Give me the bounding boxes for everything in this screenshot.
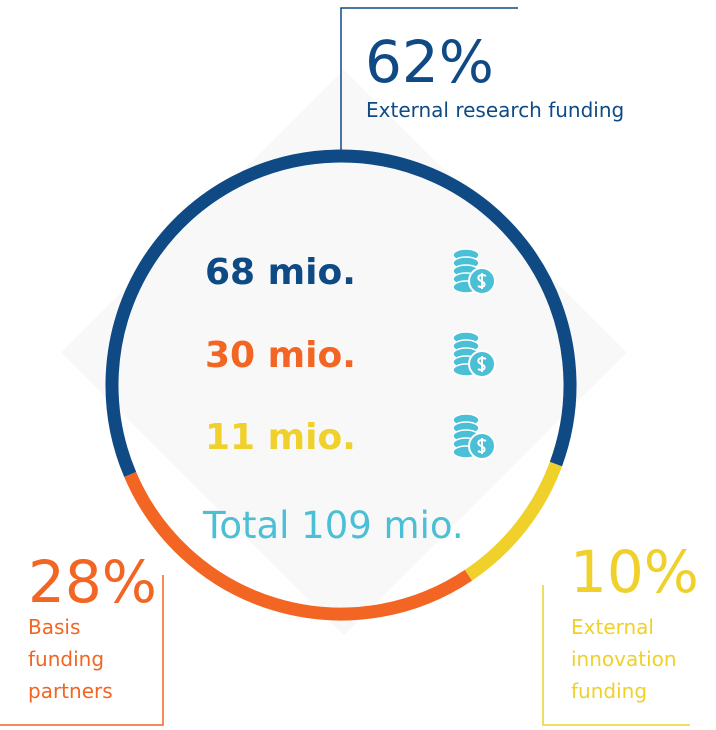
dollar-sign <box>477 438 487 454</box>
percent-label: 28% <box>28 548 157 616</box>
amount-label: 68 mio. <box>205 252 356 293</box>
category-label: External research funding <box>366 98 625 122</box>
coin-icon <box>452 331 496 378</box>
dollar-sign <box>477 356 487 372</box>
ring-segment <box>124 471 473 621</box>
category-label: External innovation funding <box>571 615 677 703</box>
ring-segment <box>464 461 563 581</box>
amount-label: 30 mio. <box>205 335 356 376</box>
dollar-sign <box>477 273 487 289</box>
connector <box>0 575 164 726</box>
connector <box>340 7 518 150</box>
coin-icon <box>452 413 496 460</box>
coin-icon <box>452 248 496 295</box>
connector <box>542 585 690 726</box>
total-label: Total 109 mio. <box>203 504 464 547</box>
category-label: Basis funding partners <box>28 615 113 703</box>
percent-label: 10% <box>570 538 699 606</box>
ring-segment <box>105 149 577 478</box>
amount-label: 11 mio. <box>205 417 356 458</box>
percent-label: 62% <box>365 28 494 96</box>
